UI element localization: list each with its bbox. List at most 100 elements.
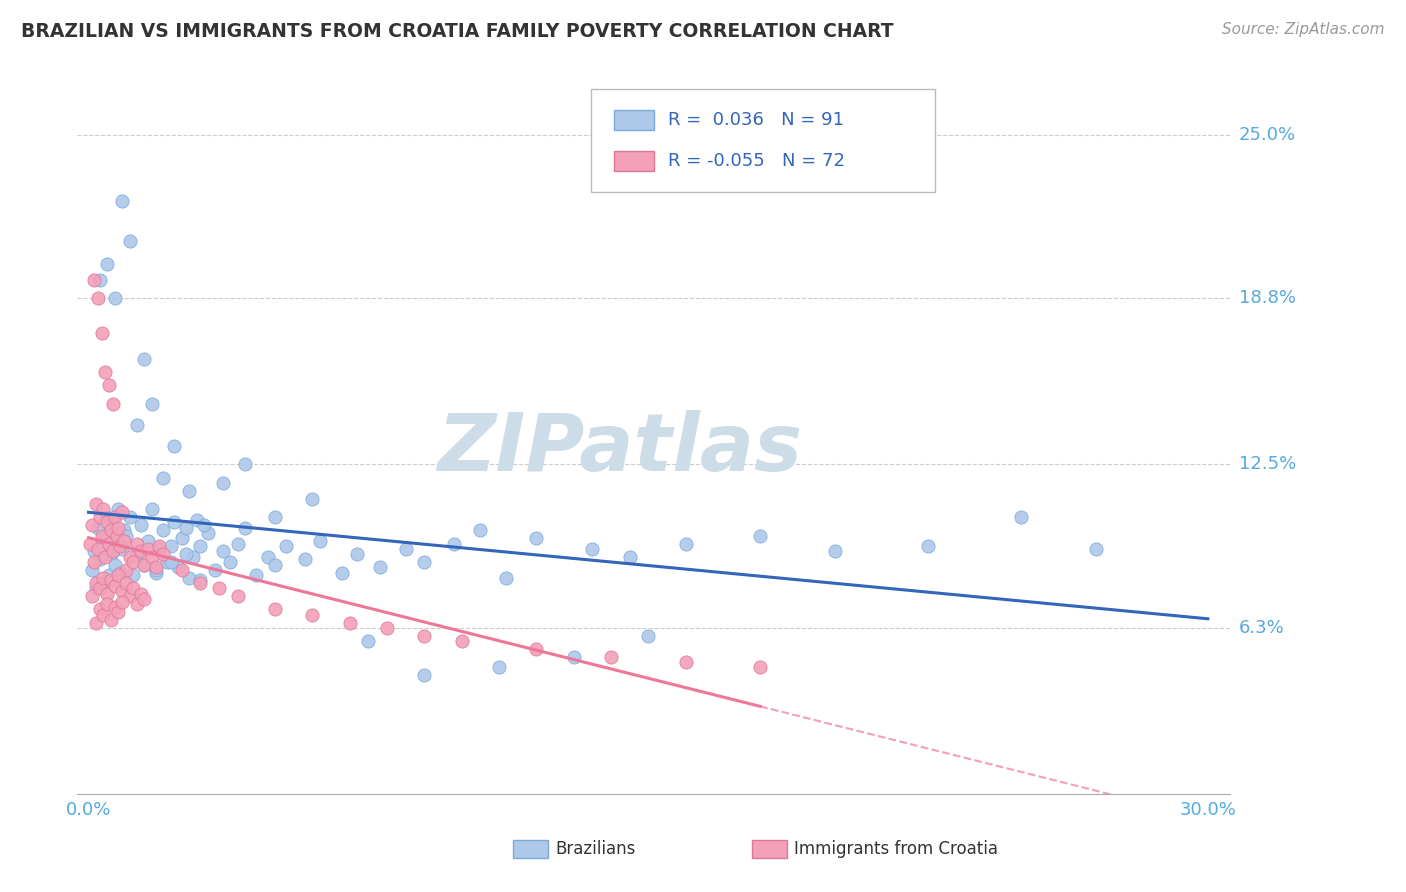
Point: [101, 397, 124, 411]
Point: [301, 491, 323, 506]
Point: [110, 566, 132, 580]
Point: [107, 502, 129, 516]
Point: [100, 613, 122, 627]
Point: [104, 558, 127, 572]
Point: [118, 510, 141, 524]
Point: [264, 510, 287, 524]
Point: [749, 660, 772, 674]
Point: [136, 533, 159, 548]
Point: [204, 563, 226, 577]
Point: [824, 544, 846, 558]
Text: R = -0.055   N = 72: R = -0.055 N = 72: [668, 153, 845, 170]
Point: [122, 568, 145, 582]
Point: [90, 326, 112, 340]
Point: [581, 541, 603, 556]
Point: [141, 549, 163, 564]
Point: [301, 607, 323, 622]
Point: [104, 292, 127, 306]
Point: [93, 571, 115, 585]
Point: [136, 541, 159, 556]
Point: [89, 552, 111, 566]
Point: [122, 555, 145, 569]
Point: [84, 582, 107, 596]
Point: [1010, 510, 1032, 524]
Point: [96, 597, 118, 611]
Point: [84, 615, 107, 630]
Point: [148, 539, 170, 553]
Point: [94, 549, 117, 564]
Point: [675, 655, 697, 669]
Point: [82, 563, 104, 577]
Point: [233, 458, 256, 472]
Point: [134, 352, 156, 367]
Point: [114, 528, 136, 542]
Point: [917, 539, 939, 553]
Point: [179, 571, 201, 585]
Point: [100, 574, 122, 588]
Point: [308, 533, 330, 548]
Point: [134, 558, 156, 572]
Point: [83, 555, 105, 569]
Point: [104, 579, 127, 593]
Point: [82, 589, 104, 603]
Point: [395, 541, 418, 556]
Point: [101, 518, 124, 533]
Point: [107, 568, 129, 582]
Point: [145, 566, 167, 580]
Point: [93, 502, 115, 516]
Point: [375, 621, 398, 635]
Point: [156, 555, 179, 569]
Point: [208, 582, 231, 596]
Point: [443, 536, 465, 550]
Point: [79, 536, 101, 550]
Point: [118, 549, 141, 564]
Text: Source: ZipAtlas.com: Source: ZipAtlas.com: [1222, 22, 1385, 37]
Point: [256, 549, 278, 564]
Point: [84, 497, 107, 511]
Point: [87, 292, 110, 306]
Point: [174, 521, 197, 535]
Point: [105, 528, 128, 542]
Point: [129, 518, 152, 533]
Point: [245, 568, 267, 582]
Point: [125, 597, 148, 611]
Point: [98, 536, 121, 550]
Point: [174, 547, 197, 561]
Point: [107, 521, 129, 535]
Point: [562, 649, 585, 664]
Point: [94, 528, 117, 542]
Point: [84, 576, 107, 591]
Text: 12.5%: 12.5%: [1239, 456, 1296, 474]
Point: [90, 536, 112, 550]
Point: [94, 365, 117, 379]
Point: [141, 397, 163, 411]
Text: 6.3%: 6.3%: [1239, 619, 1284, 637]
Point: [749, 528, 772, 542]
Point: [159, 555, 181, 569]
Point: [148, 541, 170, 556]
Text: R =  0.036   N = 91: R = 0.036 N = 91: [668, 111, 844, 128]
Point: [125, 536, 148, 550]
Point: [112, 524, 135, 538]
Point: [129, 586, 152, 600]
Point: [134, 558, 156, 572]
Point: [83, 273, 105, 287]
Point: [170, 563, 193, 577]
Point: [83, 544, 105, 558]
Point: [118, 234, 141, 248]
Point: [96, 510, 118, 524]
Point: [152, 471, 174, 485]
Point: [211, 475, 233, 490]
Point: [524, 531, 547, 545]
Point: [186, 513, 208, 527]
Point: [112, 533, 135, 548]
Point: [100, 547, 122, 561]
Point: [193, 518, 215, 533]
Point: [330, 566, 353, 580]
Point: [96, 257, 118, 271]
Point: [264, 602, 287, 616]
Point: [1084, 541, 1107, 556]
Text: Brazilians: Brazilians: [555, 840, 636, 858]
Point: [357, 634, 380, 648]
Point: [145, 563, 167, 577]
